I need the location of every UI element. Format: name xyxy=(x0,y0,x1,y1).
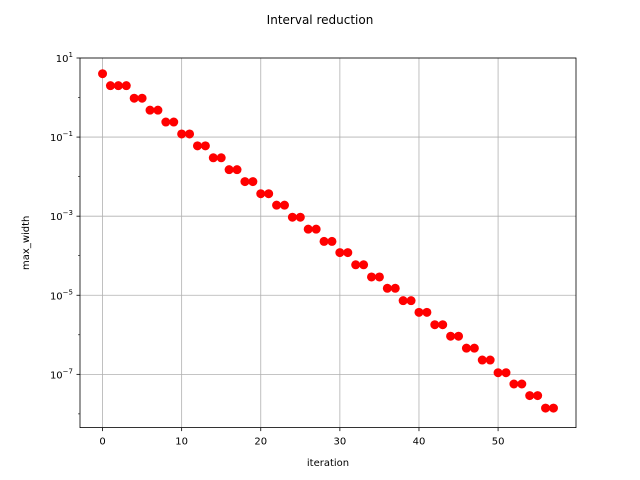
y-tick-base: 10 xyxy=(50,291,63,302)
y-tick-label: 10−7 xyxy=(50,367,73,381)
data-point xyxy=(161,117,171,127)
data-point xyxy=(461,343,471,353)
y-tick-base: 10 xyxy=(50,370,63,381)
y-tick-exponent: 1 xyxy=(69,51,73,59)
data-point xyxy=(525,391,535,401)
data-point xyxy=(533,391,543,401)
data-point xyxy=(200,141,210,151)
data-point xyxy=(113,81,123,91)
data-point xyxy=(390,283,400,293)
data-point xyxy=(414,307,424,317)
data-point xyxy=(303,224,313,234)
y-tick-exponent: −1 xyxy=(63,130,73,138)
data-point xyxy=(446,331,456,341)
data-point xyxy=(208,153,218,163)
data-point xyxy=(311,224,321,234)
data-point xyxy=(216,153,226,163)
data-point xyxy=(295,212,305,222)
y-tick-label: 10−5 xyxy=(50,288,73,302)
data-point xyxy=(145,105,155,115)
data-point xyxy=(129,93,139,103)
data-point xyxy=(477,355,487,365)
x-axis-label: iteration xyxy=(307,458,349,469)
data-point xyxy=(430,320,440,330)
data-point xyxy=(153,105,163,115)
y-tick-exponent: −5 xyxy=(63,288,73,296)
data-point xyxy=(105,81,115,91)
data-point xyxy=(137,93,147,103)
data-point xyxy=(185,129,195,139)
data-point xyxy=(382,283,392,293)
x-tick-label: 50 xyxy=(492,437,505,448)
data-point xyxy=(272,200,282,210)
y-tick-exponent: −3 xyxy=(63,209,73,217)
data-point xyxy=(98,69,108,79)
data-point xyxy=(169,117,179,127)
y-tick-label: 10−1 xyxy=(50,130,73,144)
y-tick-label: 101 xyxy=(56,51,73,65)
y-tick-base: 10 xyxy=(50,212,63,223)
data-point xyxy=(359,260,369,270)
x-tick-label: 10 xyxy=(175,437,188,448)
data-point xyxy=(367,272,377,282)
data-point xyxy=(422,307,432,317)
plot-area-frame xyxy=(79,57,577,429)
data-point xyxy=(287,212,297,222)
data-point xyxy=(469,343,479,353)
data-point xyxy=(501,368,511,378)
data-point xyxy=(264,189,274,199)
x-tick-label: 40 xyxy=(413,437,426,448)
x-tick-label: 0 xyxy=(99,437,105,448)
y-axis-label: max_width xyxy=(21,216,32,270)
data-point xyxy=(343,248,353,258)
data-point xyxy=(493,368,503,378)
data-point xyxy=(485,355,495,365)
data-point xyxy=(319,236,329,246)
data-point xyxy=(438,320,448,330)
chart-title: Interval reduction xyxy=(267,13,374,27)
data-point xyxy=(279,200,289,210)
data-point xyxy=(541,403,551,413)
data-point xyxy=(335,248,345,258)
y-tick-exponent: −7 xyxy=(63,367,73,375)
data-point xyxy=(240,177,250,187)
data-point xyxy=(351,260,361,270)
data-point xyxy=(248,177,258,187)
x-tick-label: 30 xyxy=(333,437,346,448)
data-point xyxy=(509,379,519,389)
data-point xyxy=(121,81,131,91)
data-point xyxy=(327,236,337,246)
data-point xyxy=(374,272,384,282)
y-tick-base: 10 xyxy=(50,133,63,144)
x-tick-label: 20 xyxy=(254,437,267,448)
y-tick-label: 10−3 xyxy=(50,209,73,223)
data-points xyxy=(98,69,558,413)
data-point xyxy=(192,141,202,151)
data-point xyxy=(454,331,464,341)
data-point xyxy=(232,165,242,175)
data-point xyxy=(177,129,187,139)
x-axis-ticks: 0 10 20 30 40 50 xyxy=(99,427,505,448)
data-point xyxy=(224,165,234,175)
data-point xyxy=(256,189,266,199)
data-point xyxy=(406,296,416,306)
data-point xyxy=(398,296,408,306)
data-point xyxy=(517,379,527,389)
data-point xyxy=(548,403,558,413)
y-tick-base: 10 xyxy=(56,54,69,65)
